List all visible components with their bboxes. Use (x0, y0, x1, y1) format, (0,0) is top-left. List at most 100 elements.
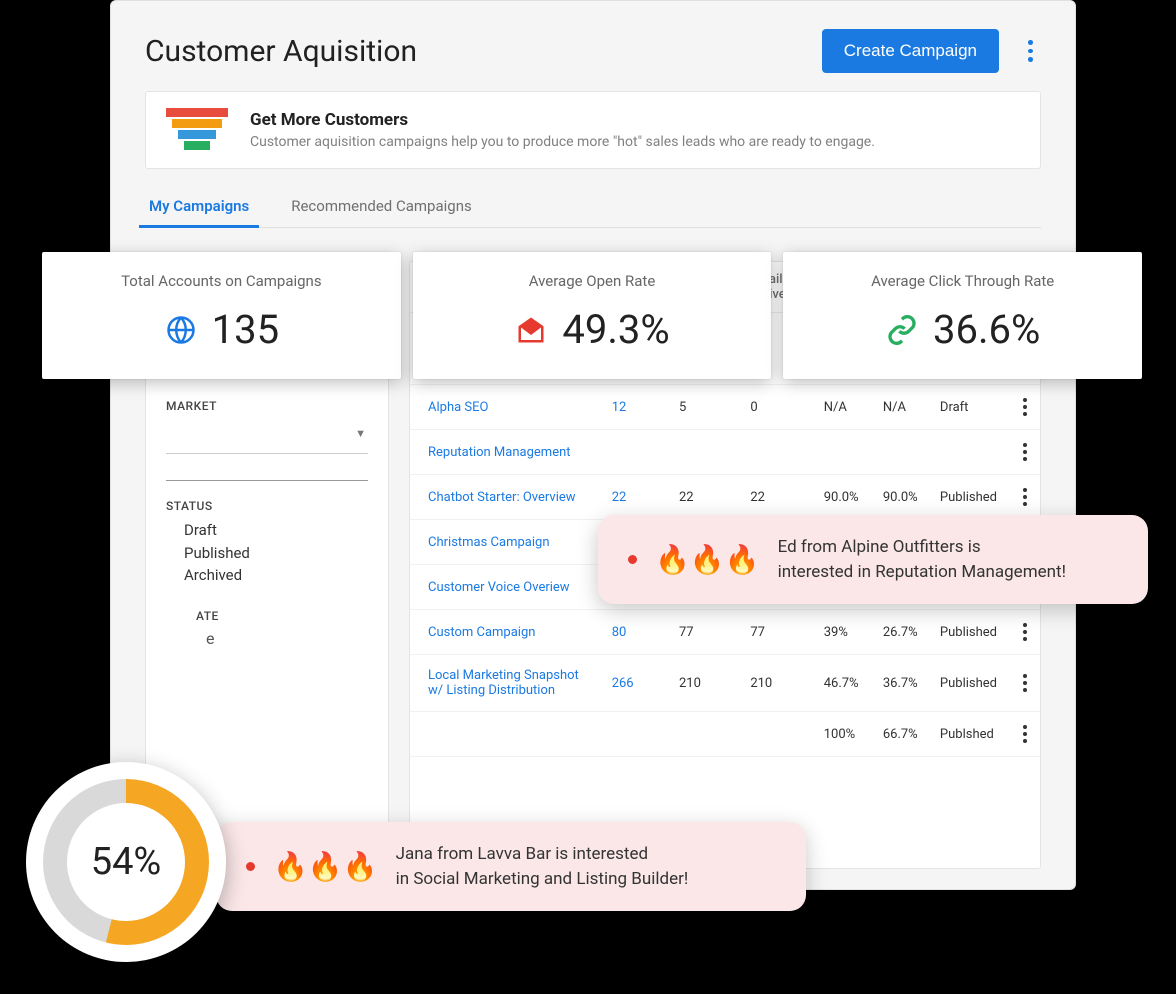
toast-text: Jana from Lavva Bar is interested in Soc… (396, 842, 689, 891)
funnel-icon (166, 108, 228, 152)
cell-open-rate: 39% (816, 610, 875, 655)
table-row: Reputation Management (410, 430, 1040, 475)
fire-icon: 🔥🔥🔥 (273, 850, 378, 883)
tab-recommended-campaigns[interactable]: Recommended Campaigns (287, 183, 476, 227)
cell-delivered: 77 (742, 610, 815, 655)
campaign-name-link[interactable]: Christmas Campaign (410, 520, 604, 565)
status-label: STATUS (166, 499, 368, 513)
info-banner: Get More Customers Customer aquisition c… (145, 91, 1041, 169)
campaign-name-link[interactable]: Local Marketing Snapshot w/ Listing Dist… (410, 655, 604, 712)
cell-active: 210 (671, 655, 742, 712)
status-list: Draft Published Archived (166, 519, 368, 587)
cell-delivered (742, 712, 815, 757)
cell-delivered (742, 430, 815, 475)
row-menu-icon[interactable] (1017, 443, 1033, 461)
row-menu-icon[interactable] (1017, 398, 1033, 416)
row-menu-icon[interactable] (1017, 674, 1033, 692)
cell-ctor: 26.7% (875, 610, 932, 655)
status-option-draft[interactable]: Draft (184, 519, 368, 542)
cell-delivered: 22 (742, 475, 815, 520)
cell-open-rate: 100% (816, 712, 875, 757)
hot-lead-toast-2[interactable]: 🔥🔥🔥 Jana from Lavva Bar is interested in… (216, 822, 806, 911)
cell-status: Published (932, 610, 1009, 655)
cell-ctor: 90.0% (875, 475, 932, 520)
cell-active (671, 430, 742, 475)
cell-open-rate (816, 430, 875, 475)
cell-active (671, 712, 742, 757)
stat-open-rate: Average Open Rate 49.3% (413, 252, 772, 379)
globe-icon (164, 313, 198, 347)
fire-icon: 🔥🔥🔥 (655, 543, 760, 576)
banner-text: Get More Customers Customer aquisition c… (250, 110, 875, 150)
campaign-name-link[interactable] (410, 712, 604, 757)
banner-title: Get More Customers (250, 110, 875, 130)
status-dot-icon (246, 862, 255, 871)
cell-open-rate: 46.7% (816, 655, 875, 712)
stat-label: Average Click Through Rate (793, 272, 1132, 290)
table-row: 100%66.7%Publshed (410, 712, 1040, 757)
table-row: Alpha SEO1250N/AN/ADraft (410, 385, 1040, 430)
stat-value: 36.6% (933, 306, 1040, 353)
cell-active: 5 (671, 385, 742, 430)
cell-active: 22 (671, 475, 742, 520)
cell-status: Publshed (932, 712, 1009, 757)
campaign-name-link[interactable]: Reputation Management (410, 430, 604, 475)
campaign-name-link[interactable]: Customer Voice Overiew (410, 565, 604, 610)
row-menu-icon[interactable] (1017, 725, 1033, 743)
cell-delivered: 0 (742, 385, 815, 430)
more-menu-icon[interactable] (1019, 40, 1041, 62)
market-select[interactable]: ▼ (166, 419, 368, 454)
cell-total: 22 (604, 475, 671, 520)
stats-row: Total Accounts on Campaigns 135 Average … (42, 252, 1142, 379)
cell-active: 77 (671, 610, 742, 655)
toast-text: Ed from Alpine Outfitters is interested … (778, 535, 1066, 584)
cell-total: 266 (604, 655, 671, 712)
tab-my-campaigns[interactable]: My Campaigns (145, 183, 253, 227)
cell-open-rate: N/A (816, 385, 875, 430)
cell-ctor: 36.7% (875, 655, 932, 712)
tabs: My Campaigns Recommended Campaigns (145, 183, 1041, 228)
market-label: MARKET (166, 399, 368, 413)
cell-ctor: 66.7% (875, 712, 932, 757)
status-option-archived[interactable]: Archived (184, 564, 368, 587)
row-menu-icon[interactable] (1017, 488, 1033, 506)
table-row: Custom Campaign80777739%26.7%Published (410, 610, 1040, 655)
hot-lead-toast-1[interactable]: 🔥🔥🔥 Ed from Alpine Outfitters is interes… (598, 515, 1148, 604)
status-option-published[interactable]: Published (184, 542, 368, 565)
stat-total-accounts: Total Accounts on Campaigns 135 (42, 252, 401, 379)
cell-status: Published (932, 655, 1009, 712)
campaign-name-link[interactable]: Custom Campaign (410, 610, 604, 655)
campaign-name-link[interactable]: Alpha SEO (410, 385, 604, 430)
cell-total (604, 712, 671, 757)
stat-value: 135 (212, 306, 279, 353)
cell-total: 12 (604, 385, 671, 430)
cell-ctor (875, 430, 932, 475)
panel-header: Customer Aquisition Create Campaign (111, 1, 1075, 91)
stat-label: Total Accounts on Campaigns (52, 272, 391, 290)
progress-donut: 54% (26, 762, 226, 962)
link-icon (885, 313, 919, 347)
cell-delivered: 210 (742, 655, 815, 712)
cell-open-rate: 90.0% (816, 475, 875, 520)
date-label-partial: ATE (166, 609, 368, 623)
chevron-down-icon: ▼ (355, 427, 366, 440)
table-row: Local Marketing Snapshot w/ Listing Dist… (410, 655, 1040, 712)
table-row: Chatbot Starter: Overview22222290.0%90.0… (410, 475, 1040, 520)
page-title: Customer Aquisition (145, 34, 417, 69)
cell-total (604, 430, 671, 475)
header-actions: Create Campaign (822, 29, 1041, 73)
cell-status: Published (932, 475, 1009, 520)
campaign-name-link[interactable]: Chatbot Starter: Overview (410, 475, 604, 520)
mail-open-icon (514, 313, 548, 347)
cell-status (932, 430, 1009, 475)
stat-label: Average Open Rate (423, 272, 762, 290)
create-campaign-button[interactable]: Create Campaign (822, 29, 999, 73)
donut-value: 54% (91, 840, 162, 884)
date-value-partial: e (166, 629, 368, 648)
row-menu-icon[interactable] (1017, 623, 1033, 641)
cell-total: 80 (604, 610, 671, 655)
cell-ctor: N/A (875, 385, 932, 430)
dashboard-panel: Customer Aquisition Create Campaign Get … (110, 0, 1076, 890)
cell-status: Draft (932, 385, 1009, 430)
banner-subtitle: Customer aquisition campaigns help you t… (250, 134, 875, 150)
